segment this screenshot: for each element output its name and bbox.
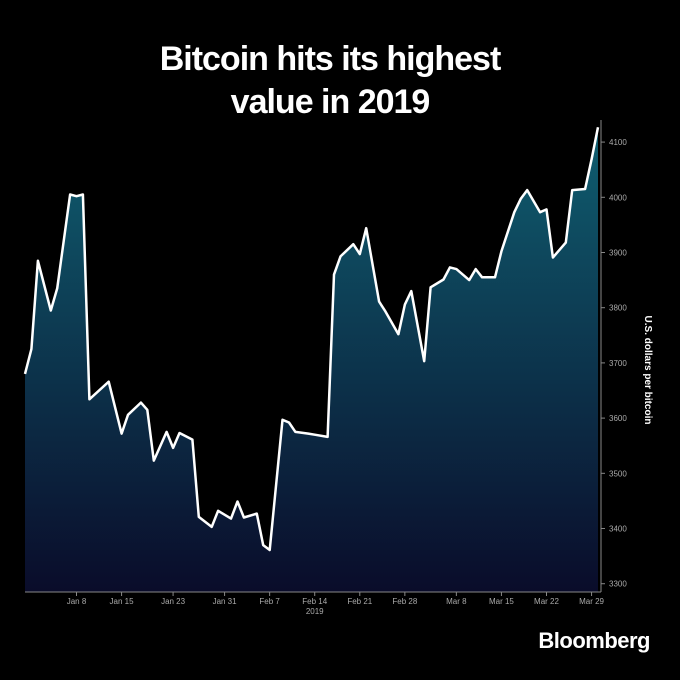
x-tick-label: Mar 15	[489, 597, 514, 606]
y-tick-label: 3600	[609, 414, 627, 423]
y-tick-label: 3500	[609, 469, 627, 478]
x-tick-label: Jan 31	[213, 597, 238, 606]
x-tick-label: Mar 8	[446, 597, 467, 606]
x-tick-label: Jan 15	[110, 597, 135, 606]
x-axis-label: 2019	[306, 607, 324, 616]
chart-title: Bitcoin hits its highest	[160, 40, 501, 78]
area	[25, 127, 598, 592]
x-tick-label: Feb 28	[392, 597, 417, 606]
x-tick-label: Mar 29	[579, 597, 604, 606]
x-tick-label: Feb 7	[259, 597, 280, 606]
y-tick-label: 3800	[609, 304, 627, 313]
x-tick-label: Mar 22	[534, 597, 559, 606]
chart-title: value in 2019	[231, 83, 430, 121]
y-tick-label: 3900	[609, 248, 627, 257]
x-tick-label: Feb 14	[302, 597, 327, 606]
y-tick-label: 4000	[609, 193, 627, 202]
x-tick-label: Jan 23	[161, 597, 186, 606]
y-tick-label: 3400	[609, 525, 627, 534]
y-tick-label: 3700	[609, 359, 627, 368]
x-tick-label: Feb 21	[347, 597, 372, 606]
y-tick-label: 3300	[609, 580, 627, 589]
line	[23, 126, 600, 552]
y-axis-label: U.S. dollars per bitcoin	[642, 316, 653, 425]
y-tick-label: 4100	[609, 138, 627, 147]
source-logo: Bloomberg	[538, 628, 650, 653]
x-tick-label: Jan 8	[67, 597, 87, 606]
